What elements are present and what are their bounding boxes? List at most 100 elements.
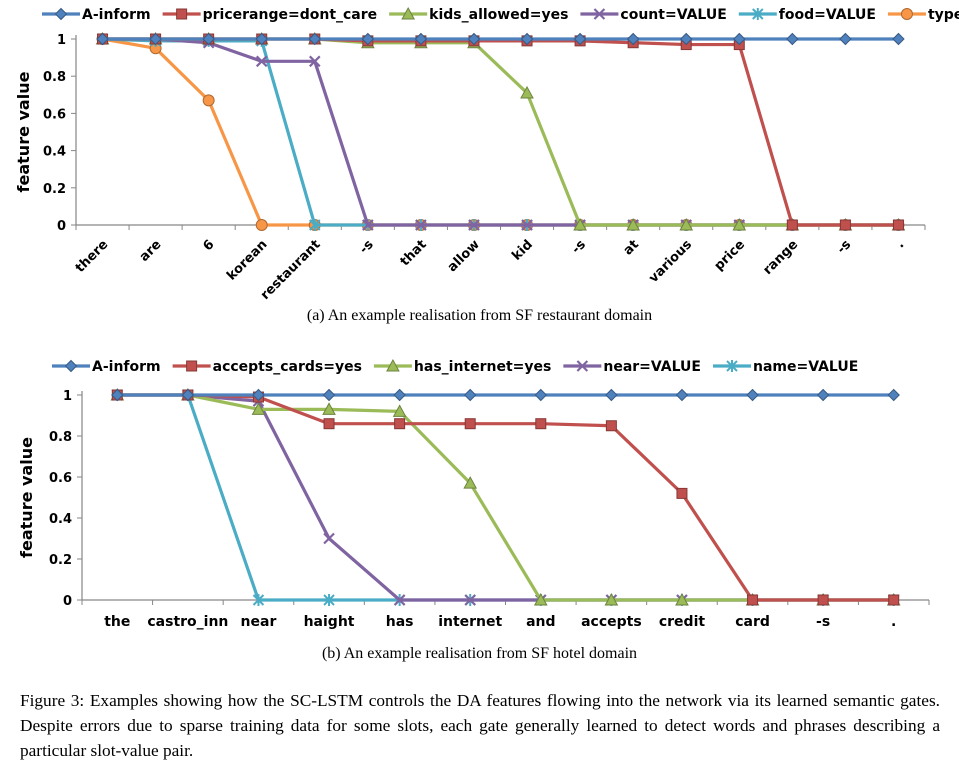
x-tick-label: -s xyxy=(834,237,854,257)
data-point xyxy=(464,418,476,430)
legend-marker xyxy=(900,8,913,20)
data-point xyxy=(533,592,548,606)
data-point xyxy=(675,592,689,606)
data-point xyxy=(308,32,321,46)
data-point xyxy=(181,388,195,402)
data-point xyxy=(732,217,747,231)
data-point xyxy=(464,388,477,402)
x-tick-label: kid xyxy=(509,237,535,263)
legend-marker xyxy=(64,359,78,373)
x-tick-label: there xyxy=(73,237,112,276)
legend-item: A-inform xyxy=(42,7,151,23)
legend-marker xyxy=(726,360,738,372)
x-tick-label: various xyxy=(646,237,695,286)
y-tick-label: 0.8 xyxy=(43,70,66,85)
x-tick-label: allow xyxy=(445,237,483,275)
legend-marker xyxy=(401,6,415,20)
legend-item: name=VALUE xyxy=(712,359,858,375)
data-point xyxy=(839,32,852,46)
data-point xyxy=(309,55,321,68)
data-point xyxy=(463,476,478,489)
legend-marker xyxy=(576,360,589,372)
x-tick-label: castro_inn xyxy=(147,614,228,630)
y-tick-label: 1 xyxy=(63,389,72,404)
x-tick-label: -s xyxy=(569,237,589,257)
legend-item: count=VALUE xyxy=(580,7,727,23)
data-point xyxy=(520,32,534,46)
data-point xyxy=(534,388,547,402)
data-point xyxy=(202,94,215,107)
data-point xyxy=(393,388,406,402)
legend-label: A-inform xyxy=(82,7,151,23)
x-tick-label: has xyxy=(386,614,414,630)
subcaption-a: (a) An example realisation from SF resta… xyxy=(306,307,653,324)
data-point xyxy=(323,594,335,606)
data-point xyxy=(323,418,335,430)
data-point xyxy=(888,594,900,606)
data-point xyxy=(626,32,640,46)
data-point xyxy=(892,219,904,231)
x-tick-label: -s xyxy=(816,614,830,630)
legend-item: accepts_cards=yes xyxy=(172,359,362,375)
data-point xyxy=(679,217,694,231)
legend-label: pricerange=dont_care xyxy=(203,7,378,23)
legend-label: name=VALUE xyxy=(753,359,858,375)
data-point xyxy=(605,388,618,402)
data-point xyxy=(467,32,481,46)
y-axis-label: feature value xyxy=(14,71,33,192)
legend-item: food=VALUE xyxy=(738,7,876,23)
legend-marker xyxy=(176,8,188,20)
legend-marker xyxy=(186,360,198,372)
series-line xyxy=(117,393,894,602)
data-point xyxy=(816,388,830,402)
x-tick-label: korean xyxy=(224,237,270,283)
data-point xyxy=(733,32,746,46)
legend-marker xyxy=(752,8,764,20)
x-tick-label: at xyxy=(621,237,642,258)
subcaption-b: (b) An example realisation from SF hotel… xyxy=(321,645,638,662)
y-tick-label: 0.4 xyxy=(49,512,72,527)
legend-label: A-inform xyxy=(92,359,161,375)
series-has_internet=yes xyxy=(110,387,901,606)
legend-label: count=VALUE xyxy=(620,7,726,23)
data-point xyxy=(626,217,640,231)
data-point xyxy=(817,594,829,606)
x-tick-label: are xyxy=(137,237,165,265)
data-point xyxy=(255,32,268,46)
legend-label: kids_allowed=yes xyxy=(429,7,568,23)
data-point xyxy=(252,594,265,606)
data-point xyxy=(111,388,124,402)
y-tick-label: 0.6 xyxy=(43,107,66,122)
data-point xyxy=(747,594,759,606)
data-point xyxy=(535,418,547,430)
x-tick-label: the xyxy=(104,614,130,630)
series-pricerange=dont_care xyxy=(97,33,904,231)
x-tick-label: . xyxy=(891,614,896,630)
y-axis-label: feature value xyxy=(17,437,36,558)
x-tick-label: 6 xyxy=(200,237,217,254)
y-tick-label: 0.8 xyxy=(49,430,72,445)
data-point xyxy=(251,402,266,415)
data-point xyxy=(675,388,689,402)
series-line xyxy=(117,393,894,602)
data-point xyxy=(746,388,759,402)
legend-item: A-inform xyxy=(52,359,161,375)
legend-item: has_internet=yes xyxy=(373,358,551,375)
y-tick-label: 0.6 xyxy=(49,471,72,486)
x-tick-label: . xyxy=(893,237,907,251)
legend-marker xyxy=(386,358,400,372)
legend-marker xyxy=(593,8,606,20)
legend: A-inform pricerange=dont_care kids_allowed… xyxy=(42,6,959,23)
data-point xyxy=(255,219,268,231)
data-point xyxy=(786,219,798,231)
data-point xyxy=(676,487,688,499)
data-point xyxy=(415,219,427,231)
data-point xyxy=(309,219,321,231)
legend-item: pricerange=dont_care xyxy=(162,7,378,23)
legend-label: has_internet=yes xyxy=(414,359,551,375)
series-count=VALUE xyxy=(96,33,905,231)
x-tick-label: internet xyxy=(438,614,502,630)
x-tick-label: and xyxy=(526,614,555,630)
